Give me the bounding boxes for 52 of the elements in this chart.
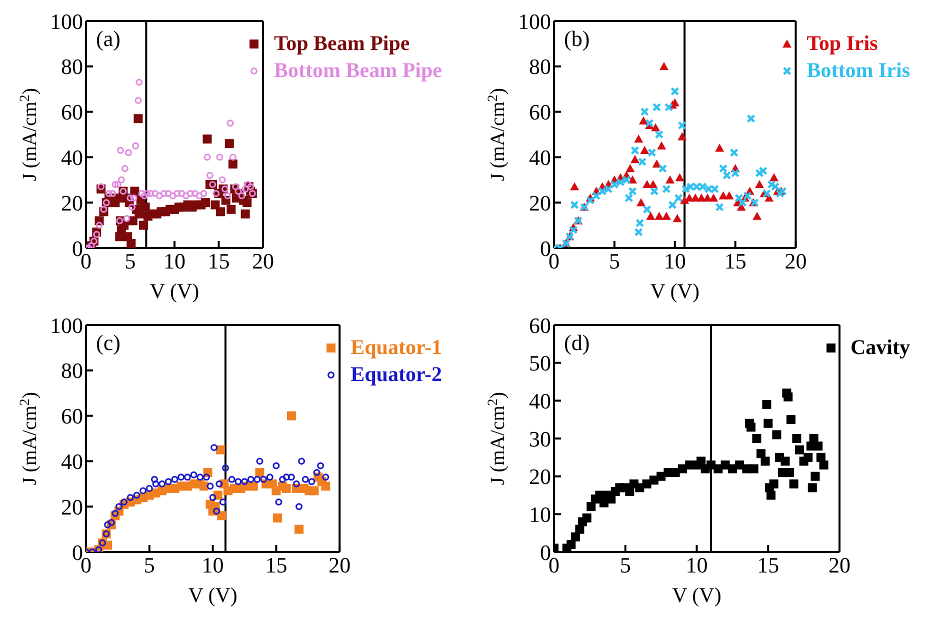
annotation: (a): [96, 26, 120, 52]
y-tick-label: 80: [61, 358, 83, 384]
x-axis-title: V (V): [650, 279, 700, 303]
legend-label: Bottom Beam Pipe: [274, 57, 442, 84]
x-tick-label: 20: [784, 248, 807, 274]
y-tick-label: 100: [518, 8, 551, 34]
y-tick-label: 60: [61, 100, 83, 125]
y-tick-label: 10: [529, 502, 551, 527]
x-tick-label: 15: [265, 552, 288, 578]
y-tick-label: 20: [61, 494, 83, 520]
x-tick-label: 10: [164, 248, 186, 274]
y-tick-label: 20: [529, 190, 551, 216]
y-tick-label: 40: [61, 449, 83, 474]
y-tick-label: 60: [529, 312, 551, 338]
x-tick-label: 10: [202, 552, 224, 578]
x-tick-label: 5: [608, 248, 620, 274]
x-tick-label: 10: [686, 552, 708, 578]
annotation: (b): [564, 26, 590, 52]
x-axis-title: V (V): [150, 279, 200, 303]
x-tick-label: 20: [328, 552, 351, 578]
y-tick-label: 40: [529, 145, 551, 170]
y-tick-label: 20: [61, 190, 83, 216]
y-tick-label: 40: [529, 388, 551, 414]
legend-label: Top Iris: [806, 30, 878, 57]
x-tick-label: 5: [144, 552, 155, 578]
x-tick-label: 15: [208, 248, 230, 274]
x-tick-label: 5: [124, 248, 136, 274]
legend-label: Equator-2: [350, 361, 442, 388]
x-tick-label: 20: [252, 248, 274, 274]
x-tick-label: 15: [757, 552, 780, 578]
legend-label: Cavity: [850, 334, 910, 361]
y-tick-label: 80: [529, 54, 551, 80]
y-tick-label: 100: [50, 8, 83, 34]
y-tick-label: 80: [61, 54, 83, 80]
y-tick-label: 60: [529, 100, 551, 125]
annotation: (c): [96, 330, 120, 356]
annotation: (d): [564, 330, 590, 356]
y-tick-label: 40: [61, 145, 83, 170]
x-tick-label: 5: [620, 552, 631, 578]
y-tick-label: 100: [50, 312, 83, 338]
y-tick-label: 50: [529, 350, 551, 376]
y-tick-label: 20: [529, 464, 551, 490]
x-tick-label: 20: [828, 552, 850, 578]
x-tick-label: 15: [724, 248, 746, 274]
legend-label: Equator-1: [350, 334, 442, 361]
y-tick-label: 30: [529, 426, 551, 452]
legend-label: Bottom Iris: [806, 57, 910, 84]
x-tick-label: 10: [664, 248, 686, 274]
y-tick-label: 60: [61, 404, 83, 429]
x-axis-title: V (V): [188, 583, 238, 607]
legend-label: Top Beam Pipe: [274, 30, 410, 57]
x-axis-title: V (V): [672, 583, 722, 607]
